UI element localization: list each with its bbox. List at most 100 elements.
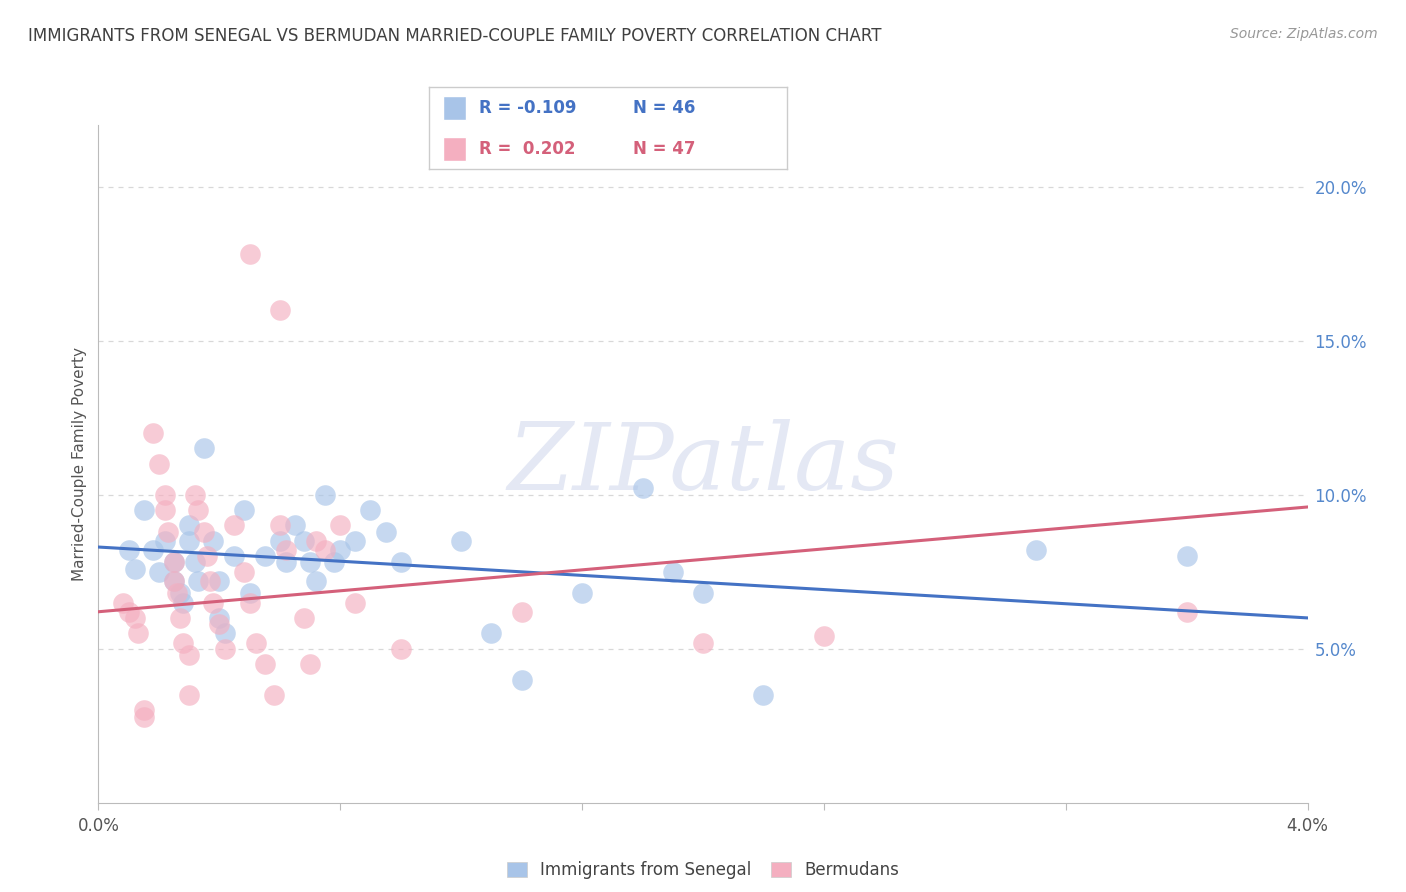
Point bbox=[292, 533, 315, 548]
Point bbox=[305, 574, 328, 588]
Text: N = 46: N = 46 bbox=[633, 99, 696, 117]
Point bbox=[305, 533, 328, 548]
Point bbox=[132, 503, 155, 517]
Point bbox=[571, 586, 593, 600]
Point bbox=[239, 595, 262, 609]
Point bbox=[156, 524, 179, 539]
Point bbox=[214, 626, 236, 640]
Point bbox=[148, 457, 170, 471]
Point bbox=[224, 518, 246, 533]
Point bbox=[510, 673, 533, 687]
Point bbox=[153, 533, 176, 548]
Point bbox=[224, 549, 246, 564]
Point bbox=[172, 595, 194, 609]
Point bbox=[163, 574, 186, 588]
Point bbox=[193, 442, 215, 456]
Text: R =  0.202: R = 0.202 bbox=[479, 140, 575, 158]
Point bbox=[329, 543, 352, 558]
Point bbox=[184, 556, 207, 570]
Point bbox=[179, 533, 201, 548]
Text: N = 47: N = 47 bbox=[633, 140, 696, 158]
Text: IMMIGRANTS FROM SENEGAL VS BERMUDAN MARRIED-COUPLE FAMILY POVERTY CORRELATION CH: IMMIGRANTS FROM SENEGAL VS BERMUDAN MARR… bbox=[28, 27, 882, 45]
Point bbox=[692, 635, 714, 649]
Point bbox=[127, 626, 149, 640]
Point bbox=[314, 543, 336, 558]
Point bbox=[299, 556, 322, 570]
Point bbox=[169, 611, 191, 625]
Point bbox=[253, 549, 276, 564]
Point bbox=[263, 688, 285, 702]
Point bbox=[292, 611, 315, 625]
Point bbox=[323, 556, 346, 570]
Point bbox=[179, 648, 201, 662]
Point bbox=[450, 533, 472, 548]
Point bbox=[132, 703, 155, 717]
Point bbox=[169, 586, 191, 600]
Point bbox=[692, 586, 714, 600]
Point bbox=[481, 626, 503, 640]
Point bbox=[752, 688, 775, 702]
Point bbox=[314, 488, 336, 502]
Point bbox=[193, 524, 215, 539]
Point bbox=[329, 518, 352, 533]
Point bbox=[163, 556, 186, 570]
Point bbox=[208, 574, 231, 588]
Point bbox=[284, 518, 307, 533]
Point bbox=[214, 641, 236, 656]
Point bbox=[344, 533, 367, 548]
Point bbox=[124, 611, 146, 625]
Point bbox=[374, 524, 396, 539]
Point bbox=[253, 657, 276, 672]
Point bbox=[202, 533, 225, 548]
Point bbox=[813, 629, 835, 643]
Point bbox=[208, 611, 231, 625]
Point bbox=[389, 556, 412, 570]
Point bbox=[344, 595, 367, 609]
Point bbox=[274, 543, 297, 558]
Point bbox=[274, 556, 297, 570]
Point bbox=[163, 574, 186, 588]
Point bbox=[195, 549, 218, 564]
Point bbox=[111, 595, 134, 609]
Point bbox=[118, 543, 141, 558]
Text: R = -0.109: R = -0.109 bbox=[479, 99, 576, 117]
Point bbox=[389, 641, 412, 656]
Point bbox=[179, 688, 201, 702]
Y-axis label: Married-Couple Family Poverty: Married-Couple Family Poverty bbox=[72, 347, 87, 581]
Point bbox=[269, 533, 291, 548]
Point bbox=[187, 503, 209, 517]
Point bbox=[172, 635, 194, 649]
Point bbox=[245, 635, 267, 649]
Point bbox=[118, 605, 141, 619]
Bar bbox=[443, 95, 467, 120]
Point bbox=[153, 503, 176, 517]
Point bbox=[142, 425, 165, 440]
Point bbox=[132, 709, 155, 723]
Point bbox=[124, 561, 146, 575]
Point bbox=[142, 543, 165, 558]
Point bbox=[631, 482, 654, 496]
Point bbox=[239, 586, 262, 600]
Point bbox=[510, 605, 533, 619]
Point bbox=[153, 488, 176, 502]
Point bbox=[1175, 549, 1198, 564]
Point bbox=[232, 503, 254, 517]
Text: ZIPatlas: ZIPatlas bbox=[508, 419, 898, 508]
Bar bbox=[443, 136, 467, 161]
Point bbox=[232, 565, 254, 579]
Point bbox=[662, 565, 685, 579]
Point bbox=[148, 565, 170, 579]
Point bbox=[269, 302, 291, 317]
Point bbox=[239, 247, 262, 261]
Point bbox=[163, 556, 186, 570]
Legend: Immigrants from Senegal, Bermudans: Immigrants from Senegal, Bermudans bbox=[501, 855, 905, 886]
Point bbox=[269, 518, 291, 533]
Point bbox=[184, 488, 207, 502]
Point bbox=[179, 518, 201, 533]
Point bbox=[208, 617, 231, 632]
Point bbox=[360, 503, 382, 517]
Point bbox=[1025, 543, 1047, 558]
Point bbox=[187, 574, 209, 588]
Text: Source: ZipAtlas.com: Source: ZipAtlas.com bbox=[1230, 27, 1378, 41]
Point bbox=[200, 574, 222, 588]
